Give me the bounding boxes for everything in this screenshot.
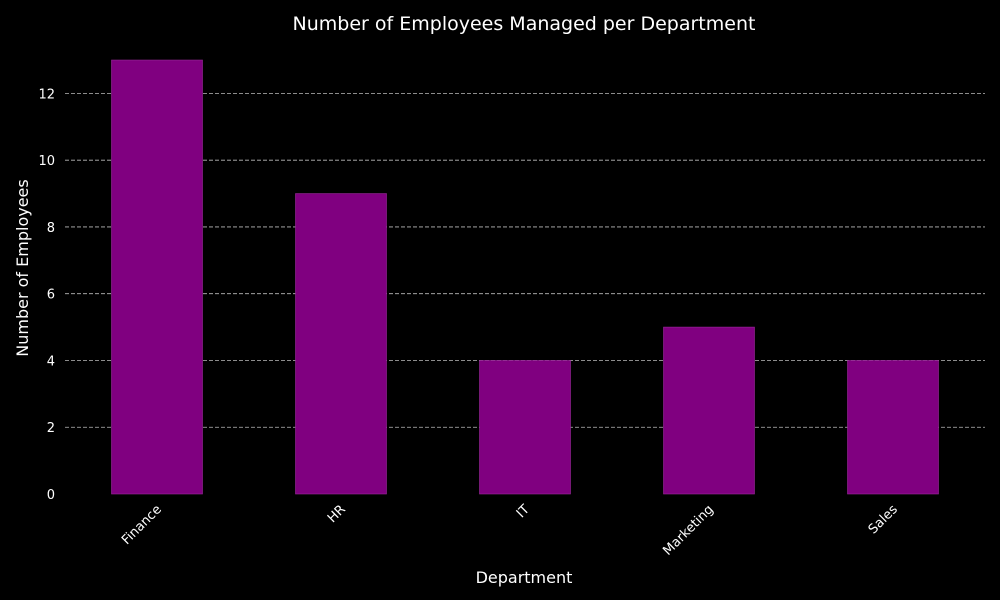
bar-sales (847, 360, 939, 495)
x-tick-label: Finance (119, 502, 165, 548)
y-tick-label: 2 (47, 421, 55, 436)
x-axis-title: Department (476, 568, 573, 587)
y-tick-labels: 0 2 4 6 8 10 12 (38, 87, 55, 503)
chart-title: Number of Employees Managed per Departme… (293, 13, 756, 35)
y-tick-label: 0 (47, 488, 55, 503)
x-tick-label: Sales (866, 502, 901, 537)
y-tick-label: 4 (47, 354, 55, 369)
bar-it (479, 360, 571, 495)
x-tick-label: IT (514, 502, 533, 521)
y-tick-label: 6 (47, 288, 55, 303)
bars (111, 59, 939, 495)
x-tick-label: Marketing (660, 502, 716, 558)
bar-hr (295, 193, 387, 495)
y-axis-title: Number of Employees (13, 179, 32, 356)
y-tick-label: 10 (38, 154, 55, 169)
bar-finance (111, 59, 203, 495)
bar-marketing (663, 326, 755, 495)
x-tick-label: HR (325, 502, 349, 526)
x-tick-labels: Finance HR IT Marketing Sales (119, 502, 901, 559)
y-tick-label: 12 (38, 87, 55, 102)
y-tick-label: 8 (47, 221, 55, 236)
